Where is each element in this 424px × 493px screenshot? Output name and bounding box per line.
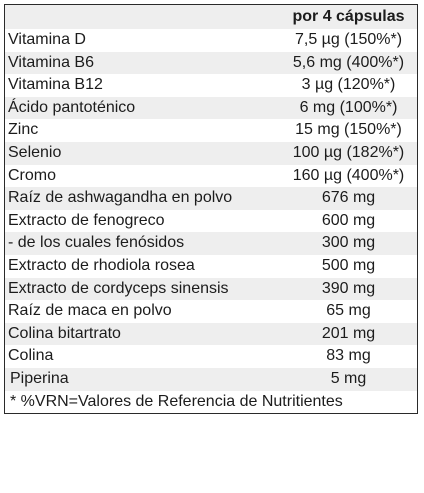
nutrient-name: Selenio — [5, 141, 279, 165]
table-row: Vitamina B6 5,6 mg (400%*) — [5, 51, 417, 75]
nutrient-name: Colina — [5, 345, 279, 368]
header-value-cell: por 4 cápsulas — [279, 5, 417, 29]
table-row: Extracto de fenogreco 600 mg — [5, 209, 417, 233]
nutrient-name: Cromo — [5, 164, 279, 188]
nutrient-amount: 5,6 mg (400%*) — [279, 51, 417, 75]
header-name-cell — [5, 5, 279, 29]
nutrient-amount: 160 µg (400%*) — [279, 164, 417, 188]
nutrient-amount: 5 mg — [279, 367, 417, 391]
nutrition-table-container: por 4 cápsulas Vitamina D 7,5 µg (150%*)… — [4, 4, 418, 415]
table-row: Cromo 160 µg (400%*) — [5, 164, 417, 188]
footnote-row: * %VRN=Valores de Referencia de Nutritie… — [5, 390, 417, 414]
table-row: Extracto de rhodiola rosea 500 mg — [5, 254, 417, 278]
nutrient-amount: 390 mg — [279, 277, 417, 301]
table-header-row: por 4 cápsulas — [5, 5, 417, 29]
nutrient-name: Extracto de fenogreco — [5, 209, 279, 233]
table-row: Vitamina D 7,5 µg (150%*) — [5, 29, 417, 52]
footnote: * %VRN=Valores de Referencia de Nutritie… — [5, 390, 417, 414]
table-row: Zinc 15 mg (150%*) — [5, 119, 417, 142]
nutrient-name: Raíz de ashwagandha en polvo — [5, 187, 279, 210]
nutrient-amount: 600 mg — [279, 209, 417, 233]
nutrient-name: Vitamina D — [5, 29, 279, 52]
nutrient-name: Raíz de maca en polvo — [5, 300, 279, 323]
nutrient-amount: 3 µg (120%*) — [279, 74, 417, 97]
nutrient-name: Piperina — [5, 367, 279, 391]
nutrient-name: Extracto de cordyceps sinensis — [5, 277, 279, 301]
table-row: Raíz de maca en polvo 65 mg — [5, 300, 417, 323]
table-row: Ácido pantoténico 6 mg (100%*) — [5, 96, 417, 120]
nutrient-name: - de los cuales fenósidos — [5, 232, 279, 255]
nutrient-amount: 300 mg — [279, 232, 417, 255]
table-row: Raíz de ashwagandha en polvo 676 mg — [5, 187, 417, 210]
table-row: Colina 83 mg — [5, 345, 417, 368]
nutrient-name: Extracto de rhodiola rosea — [5, 254, 279, 278]
nutrient-amount: 500 mg — [279, 254, 417, 278]
table-row: Piperina 5 mg — [5, 367, 417, 391]
nutrient-amount: 7,5 µg (150%*) — [279, 29, 417, 52]
nutrient-amount: 676 mg — [279, 187, 417, 210]
nutrient-amount: 65 mg — [279, 300, 417, 323]
table-row: Vitamina B12 3 µg (120%*) — [5, 74, 417, 97]
nutrient-name: Colina bitartrato — [5, 322, 279, 346]
nutrient-amount: 100 µg (182%*) — [279, 141, 417, 165]
nutrient-name: Vitamina B6 — [5, 51, 279, 75]
table-row: Colina bitartrato 201 mg — [5, 322, 417, 346]
nutrient-amount: 6 mg (100%*) — [279, 96, 417, 120]
nutrient-name: Vitamina B12 — [5, 74, 279, 97]
nutrition-table: por 4 cápsulas Vitamina D 7,5 µg (150%*)… — [5, 5, 417, 414]
nutrient-amount: 15 mg (150%*) — [279, 119, 417, 142]
nutrient-name: Ácido pantoténico — [5, 96, 279, 120]
table-row: Extracto de cordyceps sinensis 390 mg — [5, 277, 417, 301]
nutrient-name: Zinc — [5, 119, 279, 142]
nutrient-amount: 201 mg — [279, 322, 417, 346]
table-row: - de los cuales fenósidos 300 mg — [5, 232, 417, 255]
table-row: Selenio 100 µg (182%*) — [5, 141, 417, 165]
nutrient-amount: 83 mg — [279, 345, 417, 368]
